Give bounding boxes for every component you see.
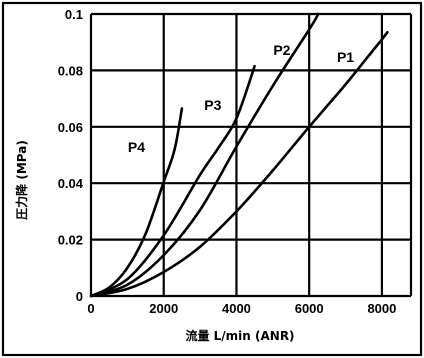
x-tick-label: 8000 (367, 301, 396, 316)
series-label-layer: P1 P2 P3 P4 (128, 42, 354, 155)
x-tick-label: 0 (87, 301, 94, 316)
x-tick-label: 6000 (295, 301, 324, 316)
series-line-p1 (89, 30, 389, 298)
series-label-p3: P3 (204, 97, 221, 113)
x-tick-label: 4000 (222, 301, 251, 316)
y-axis-label: 圧力降 (MPa) (14, 140, 29, 220)
series-line-p4 (89, 107, 184, 298)
x-tick-label: 2000 (149, 301, 178, 316)
series-label-p4: P4 (128, 139, 145, 155)
series-line-p3 (89, 64, 256, 298)
y-tick-label: 0.02 (58, 233, 83, 248)
y-tick-label: 0.04 (58, 176, 84, 191)
y-tick-label: 0 (76, 289, 83, 304)
x-axis-label: 流量 L/min (ANR) (185, 328, 294, 343)
series-layer (89, 12, 389, 298)
y-tick-label: 0.06 (58, 120, 83, 135)
series-label-p1: P1 (337, 49, 354, 65)
series-line-p2 (89, 12, 320, 298)
y-tick-label: 0.1 (65, 7, 83, 22)
tick-layer: 0 0.02 0.04 0.06 0.08 0.1 0 2000 4000 6000 8000 (58, 7, 397, 316)
y-tick-label: 0.08 (58, 63, 83, 78)
series-label-p2: P2 (273, 42, 290, 58)
